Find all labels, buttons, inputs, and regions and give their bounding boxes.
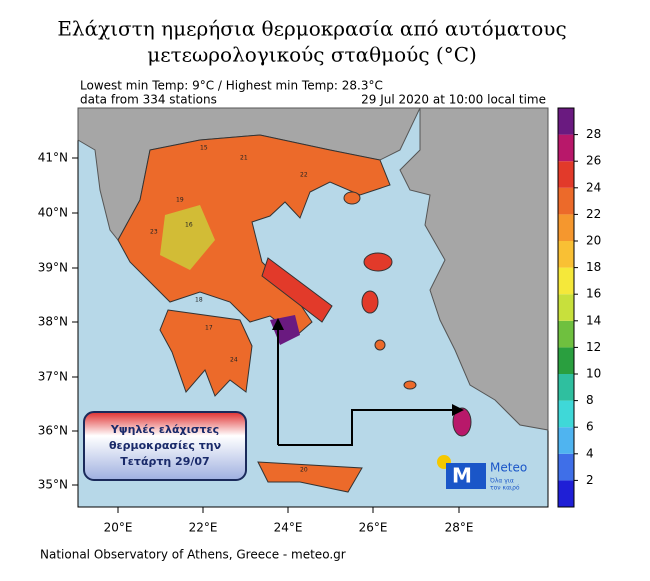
footer: National Observatory of Athens, Greece -… xyxy=(40,548,346,562)
greece-mainland xyxy=(117,134,391,337)
annotation: θερμοκρασίες την xyxy=(109,439,221,452)
colorbar-label: 18 xyxy=(586,260,601,274)
lon-label: 28°E xyxy=(445,521,474,535)
colorbar-label: 2 xyxy=(586,473,594,487)
logo-letter: M xyxy=(452,464,472,488)
station-label: 15 xyxy=(200,145,208,152)
island xyxy=(361,290,379,314)
station-label: 22 xyxy=(300,172,308,179)
lat-label: 36°N xyxy=(38,424,68,438)
colorbar-bin xyxy=(558,453,574,481)
colorbar-bin xyxy=(558,267,574,295)
colorbar-label: 6 xyxy=(586,420,594,434)
colorbar-bin xyxy=(558,294,574,321)
colorbar-label: 22 xyxy=(586,207,601,221)
colorbar-label: 12 xyxy=(586,340,601,354)
colorbar-label: 4 xyxy=(586,446,594,460)
logo-tagline: τον καιρό xyxy=(490,485,520,492)
colorbar-bin xyxy=(558,187,574,215)
title: Ελάχιστη ημερήσια θερμοκρασία από αυτόμα… xyxy=(57,17,566,41)
cool-area xyxy=(160,205,215,270)
island xyxy=(403,380,417,390)
island xyxy=(374,339,386,351)
land xyxy=(399,107,549,431)
colorbar-bin xyxy=(558,214,574,241)
colorbar-label: 28 xyxy=(586,127,601,141)
station-label: 18 xyxy=(195,297,203,304)
colorbar-bin xyxy=(558,134,574,162)
annotation: Υψηλές ελάχιστες xyxy=(110,423,219,436)
lat-label: 39°N xyxy=(38,261,68,275)
colorbar-bin xyxy=(558,320,574,348)
colorbar-bin xyxy=(558,480,574,507)
map xyxy=(77,107,549,508)
colorbar-label: 10 xyxy=(586,367,601,381)
colorbar-bin xyxy=(558,400,574,428)
station-label: 16 xyxy=(185,222,193,229)
island xyxy=(363,252,393,272)
annotation-box xyxy=(83,411,247,481)
peloponnese xyxy=(159,309,253,397)
station-label: 17 xyxy=(205,325,213,332)
station-label: 19 xyxy=(176,197,184,204)
lat-label: 38°N xyxy=(38,315,68,329)
colorbar-label: 16 xyxy=(586,287,601,301)
lon-label: 22°E xyxy=(189,521,218,535)
island xyxy=(343,191,361,205)
lat-label: 40°N xyxy=(38,206,68,220)
colorbar-frame xyxy=(557,107,575,508)
lat-label: 41°N xyxy=(38,151,68,165)
lat-label: 37°N xyxy=(38,370,68,384)
colorbar-bin xyxy=(558,241,574,268)
colorbar-label: 26 xyxy=(586,154,601,168)
logo-mark xyxy=(446,463,486,489)
evia xyxy=(261,257,333,323)
colorbar-bin xyxy=(558,347,574,374)
logo-tagline: Όλα για xyxy=(489,478,514,485)
info: data from 334 stations xyxy=(80,93,217,107)
station-label: 20 xyxy=(300,467,308,474)
annotation: Τετάρτη 29/07 xyxy=(120,455,209,468)
lat-label: 35°N xyxy=(38,478,68,492)
info: Lowest min Temp: 9°C / Highest min Temp:… xyxy=(80,79,383,93)
date: 29 Jul 2020 at 10:00 local time xyxy=(361,93,546,107)
station-label: 23 xyxy=(150,229,158,236)
lon-label: 24°E xyxy=(274,521,303,535)
colorbar-label: 14 xyxy=(586,313,601,327)
colorbar-label: 24 xyxy=(586,180,601,194)
logo-name: Meteo xyxy=(490,461,527,475)
colorbar-label: 8 xyxy=(586,393,594,407)
lon-label: 20°E xyxy=(104,521,133,535)
crete xyxy=(257,461,363,493)
station-label: 24 xyxy=(230,357,238,364)
station-label: 21 xyxy=(240,155,248,162)
arrow xyxy=(277,320,455,446)
colorbar-bin xyxy=(558,161,574,188)
colorbar-bin xyxy=(558,108,574,135)
island xyxy=(452,407,472,437)
title: μετεωρολογικούς σταθμούς (°C) xyxy=(147,43,477,67)
colorbar-label: 20 xyxy=(586,234,601,248)
colorbar-bin xyxy=(558,374,574,401)
colorbar-bin xyxy=(558,427,574,454)
lon-label: 26°E xyxy=(359,521,388,535)
